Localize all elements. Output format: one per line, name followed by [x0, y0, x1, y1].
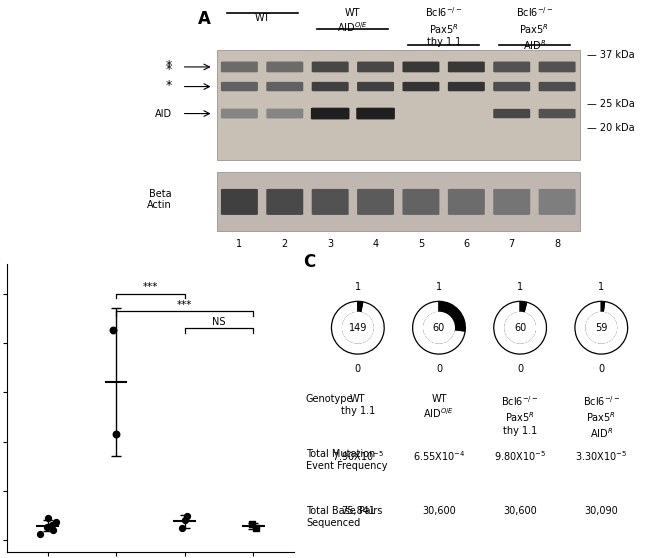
- Point: [47, 525, 58, 534]
- Bar: [216, 172, 580, 232]
- Text: Bcl6$^{-/-}$
Pax5$^{R}$
thy 1.1: Bcl6$^{-/-}$ Pax5$^{R}$ thy 1.1: [501, 394, 539, 436]
- Text: C: C: [303, 253, 315, 271]
- FancyBboxPatch shape: [357, 61, 394, 73]
- Text: 3.30X10$^{-5}$: 3.30X10$^{-5}$: [575, 449, 627, 463]
- FancyBboxPatch shape: [357, 82, 394, 92]
- FancyBboxPatch shape: [493, 82, 530, 92]
- Text: 9.80X10$^{-5}$: 9.80X10$^{-5}$: [494, 449, 546, 463]
- FancyBboxPatch shape: [493, 109, 530, 118]
- Point: [51, 517, 61, 526]
- FancyBboxPatch shape: [221, 61, 258, 73]
- Point: [182, 512, 192, 521]
- Text: 7: 7: [508, 239, 515, 249]
- Text: Beta
Actin: Beta Actin: [148, 189, 172, 210]
- FancyBboxPatch shape: [312, 189, 348, 215]
- Text: NS: NS: [213, 317, 226, 327]
- FancyBboxPatch shape: [402, 61, 439, 73]
- Point: [179, 516, 190, 525]
- Text: 7.90X10$^{-5}$: 7.90X10$^{-5}$: [332, 449, 384, 463]
- Bar: [216, 50, 580, 160]
- FancyBboxPatch shape: [311, 108, 350, 119]
- Point: [43, 514, 53, 523]
- FancyBboxPatch shape: [402, 189, 439, 215]
- Point: [35, 530, 46, 538]
- Text: 30,600: 30,600: [422, 506, 456, 516]
- FancyBboxPatch shape: [266, 61, 304, 73]
- FancyBboxPatch shape: [493, 189, 530, 215]
- Text: 6.55X10$^{-4}$: 6.55X10$^{-4}$: [413, 449, 465, 463]
- FancyBboxPatch shape: [312, 82, 348, 92]
- Text: *: *: [166, 63, 172, 76]
- Text: 3: 3: [327, 239, 333, 249]
- Text: *: *: [166, 59, 172, 72]
- Text: ***: ***: [143, 282, 158, 292]
- FancyBboxPatch shape: [539, 61, 576, 73]
- Text: Bcl6$^{-/-}$
Pax5$^{R}$
thy 1.1: Bcl6$^{-/-}$ Pax5$^{R}$ thy 1.1: [425, 6, 462, 47]
- FancyBboxPatch shape: [448, 82, 485, 92]
- FancyBboxPatch shape: [493, 61, 530, 73]
- Text: Total Base Pairs
Sequenced: Total Base Pairs Sequenced: [306, 506, 382, 528]
- Text: 30,600: 30,600: [503, 506, 537, 516]
- Text: ***: ***: [177, 300, 192, 310]
- FancyBboxPatch shape: [221, 109, 258, 118]
- FancyBboxPatch shape: [266, 109, 304, 118]
- FancyBboxPatch shape: [266, 82, 304, 92]
- Text: 6: 6: [463, 239, 469, 249]
- Point: [247, 519, 257, 528]
- Text: 75,841: 75,841: [341, 506, 375, 516]
- Point: [42, 522, 52, 531]
- Text: WT
thy 1.1: WT thy 1.1: [341, 394, 375, 416]
- Text: AID: AID: [155, 109, 172, 118]
- Text: 8: 8: [554, 239, 560, 249]
- Point: [111, 430, 122, 439]
- Text: WT: WT: [254, 13, 270, 23]
- FancyBboxPatch shape: [539, 109, 576, 118]
- FancyBboxPatch shape: [312, 61, 348, 73]
- FancyBboxPatch shape: [266, 189, 304, 215]
- Text: *: *: [166, 79, 172, 92]
- Text: WT
AID$^{O/E}$: WT AID$^{O/E}$: [337, 8, 369, 34]
- FancyBboxPatch shape: [221, 82, 258, 92]
- Text: 5: 5: [418, 239, 424, 249]
- Text: 30,090: 30,090: [584, 506, 618, 516]
- Text: — 37 kDa: — 37 kDa: [588, 50, 635, 60]
- FancyBboxPatch shape: [448, 189, 485, 215]
- Point: [46, 521, 57, 530]
- Text: 1: 1: [237, 239, 242, 249]
- Text: A: A: [198, 11, 211, 28]
- FancyBboxPatch shape: [221, 189, 258, 215]
- FancyBboxPatch shape: [357, 189, 394, 215]
- FancyBboxPatch shape: [356, 108, 395, 119]
- Text: Bcl6$^{-/-}$
Pax5$^{R}$
AID$^{R}$: Bcl6$^{-/-}$ Pax5$^{R}$ AID$^{R}$: [515, 6, 553, 52]
- Point: [108, 325, 118, 334]
- Text: 4: 4: [372, 239, 378, 249]
- Point: [250, 524, 261, 533]
- Text: Genotype: Genotype: [306, 394, 354, 404]
- Text: Bcl6$^{-/-}$
Pax5$^{R}$
AID$^{R}$: Bcl6$^{-/-}$ Pax5$^{R}$ AID$^{R}$: [582, 394, 620, 440]
- Point: [176, 524, 187, 533]
- FancyBboxPatch shape: [402, 82, 439, 92]
- Text: — 25 kDa: — 25 kDa: [588, 99, 635, 109]
- FancyBboxPatch shape: [539, 189, 576, 215]
- Text: 2: 2: [281, 239, 288, 249]
- FancyBboxPatch shape: [448, 61, 485, 73]
- Text: Total Mutation
Event Frequency: Total Mutation Event Frequency: [306, 449, 387, 471]
- Text: WT
AID$^{O/E}$: WT AID$^{O/E}$: [423, 394, 454, 420]
- FancyBboxPatch shape: [539, 82, 576, 92]
- Text: — 20 kDa: — 20 kDa: [588, 123, 635, 133]
